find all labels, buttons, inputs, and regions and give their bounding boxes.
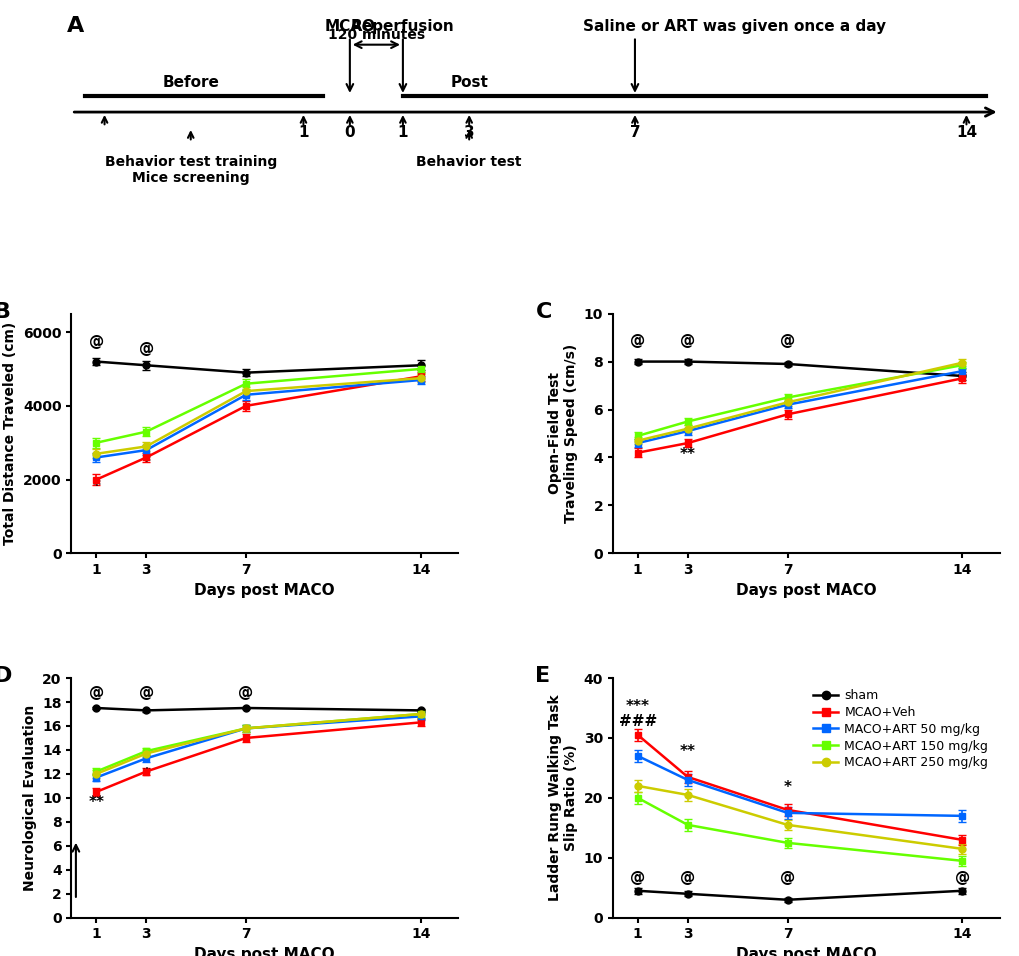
Text: ***: ***: [626, 699, 649, 714]
Y-axis label: Neurological Evaluation: Neurological Evaluation: [22, 705, 37, 891]
Text: @: @: [680, 334, 695, 348]
Legend: sham, MCAO+Veh, MACO+ART 50 mg/kg, MCAO+ART 150 mg/kg, MCAO+ART 250 mg/kg: sham, MCAO+Veh, MACO+ART 50 mg/kg, MCAO+…: [807, 684, 993, 774]
Text: 14: 14: [955, 125, 976, 140]
Text: @: @: [954, 870, 969, 885]
Text: 7: 7: [629, 125, 640, 140]
Text: Behavior test training
Mice screening: Behavior test training Mice screening: [105, 155, 276, 185]
Text: MCAO: MCAO: [324, 19, 375, 33]
Text: **: **: [679, 447, 695, 463]
X-axis label: Days post MACO: Days post MACO: [195, 582, 335, 598]
Text: @: @: [780, 870, 795, 885]
X-axis label: Days post MACO: Days post MACO: [195, 947, 335, 956]
Text: C: C: [535, 302, 551, 321]
X-axis label: Days post MACO: Days post MACO: [735, 582, 875, 598]
Text: @: @: [780, 334, 795, 348]
Y-axis label: Open-Field Test
Traveling Speed (cm/s): Open-Field Test Traveling Speed (cm/s): [547, 344, 578, 523]
Text: @: @: [139, 341, 154, 356]
Text: @: @: [139, 684, 154, 700]
Text: Behavior test: Behavior test: [416, 155, 522, 169]
Text: Saline or ART was given once a day: Saline or ART was given once a day: [582, 19, 886, 33]
Text: 1: 1: [298, 125, 309, 140]
Text: *: *: [783, 780, 791, 794]
Y-axis label: Ladder Rung Walking Task
Slip Ratio (%): Ladder Rung Walking Task Slip Ratio (%): [547, 695, 578, 902]
Text: **: **: [679, 744, 695, 759]
Text: *: *: [142, 455, 150, 470]
X-axis label: Days post MACO: Days post MACO: [735, 947, 875, 956]
Text: 120 minutes: 120 minutes: [327, 28, 425, 42]
Text: @: @: [680, 870, 695, 885]
Text: @: @: [630, 334, 645, 348]
Text: E: E: [535, 666, 550, 686]
Text: @: @: [89, 334, 104, 349]
Text: B: B: [0, 302, 11, 321]
Text: Before: Before: [162, 75, 219, 90]
Text: D: D: [0, 666, 12, 686]
Text: A: A: [66, 16, 84, 36]
Text: @: @: [630, 870, 645, 885]
Text: ###: ###: [619, 714, 656, 729]
Text: *: *: [142, 768, 150, 782]
Y-axis label: Open-Field Test
Total Distance Traveled (cm): Open-Field Test Total Distance Traveled …: [0, 322, 17, 545]
Text: @: @: [89, 684, 104, 700]
Text: Reperfusion: Reperfusion: [351, 19, 454, 33]
Text: 1: 1: [397, 125, 408, 140]
Text: Post: Post: [449, 75, 488, 90]
Text: **: **: [89, 794, 104, 810]
Text: *: *: [93, 479, 100, 494]
Text: 0: 0: [344, 125, 355, 140]
Text: 3: 3: [464, 125, 474, 140]
Text: @: @: [238, 684, 254, 700]
